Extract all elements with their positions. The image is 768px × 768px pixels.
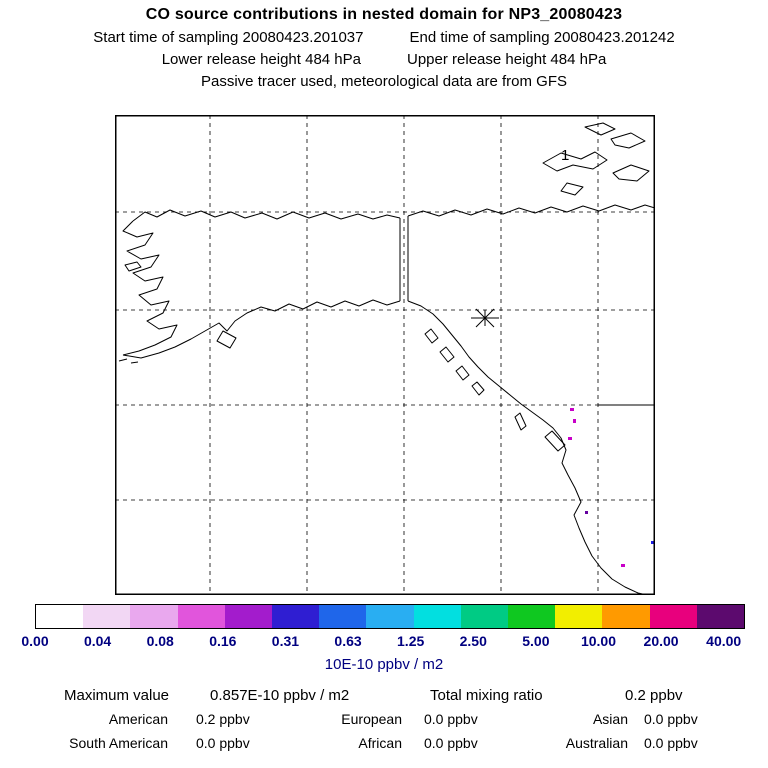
south-alaska-coast	[122, 299, 401, 359]
map-border	[115, 115, 655, 595]
concentration-pixel	[621, 564, 625, 567]
region-label: South American	[69, 735, 168, 751]
colorbar	[35, 604, 745, 629]
region-value: 0.0 ppbv	[424, 711, 478, 727]
haida-gwaii-island	[514, 412, 527, 431]
colorbar-segment	[508, 605, 556, 628]
concentration-pixel	[568, 437, 572, 440]
kodiak-island	[216, 330, 237, 349]
colorbar-segment	[366, 605, 414, 628]
region-label: Australian	[565, 735, 628, 751]
colorbar-segment	[83, 605, 131, 628]
coastline	[118, 122, 655, 595]
region-stats-row: South American 0.0 ppbv African 0.0 ppbv Aus…	[0, 735, 768, 751]
vancouver-island	[544, 430, 566, 452]
colorbar-segment	[130, 605, 178, 628]
colorbar-tick-label: 0.00	[21, 633, 49, 649]
concentration-pixel	[651, 541, 655, 544]
st-lawrence-island	[124, 261, 142, 272]
lower-release-text: Lower release height 484 hPa	[161, 51, 361, 68]
colorbar-tick-label: 0.31	[271, 633, 300, 649]
region-value: 0.0 ppbv	[644, 711, 698, 727]
max-value: 0.857E-10 ppbv / m2	[210, 687, 350, 704]
west-alaska-coast	[122, 220, 178, 356]
concentration-pixel	[585, 511, 588, 514]
start-time-text: Start time of sampling 20080423.201037	[93, 29, 364, 46]
graticule-gridlines	[115, 115, 655, 595]
colorbar-tick-label: 10.00	[580, 633, 616, 649]
colorbar-segment	[555, 605, 603, 628]
summary-stats-row: Maximum value 0.857E-10 ppbv / m2 Total …	[0, 687, 768, 704]
region-label: American	[108, 711, 168, 727]
colorbar-segment	[319, 605, 367, 628]
region-stats: American 0.2 ppbv European 0.0 ppbv Asian 0.0…	[0, 711, 768, 759]
region-value: 0.0 ppbv	[424, 735, 478, 751]
concentration-pixel	[573, 419, 576, 423]
concentration-pixel	[570, 408, 574, 411]
concentration-pixels	[568, 408, 655, 567]
colorbar-tick-label: 1.25	[397, 633, 425, 649]
release-heights-line: Lower release height 484 hPa Upper relea…	[0, 51, 768, 68]
nested-domain-border	[399, 216, 409, 301]
region-label: Asian	[592, 711, 628, 727]
upper-release-text: Upper release height 484 hPa	[407, 51, 607, 68]
pacific-coast	[407, 300, 648, 595]
region-value: 0.2 ppbv	[196, 711, 250, 727]
max-value-label: Maximum value	[64, 687, 170, 704]
mixing-ratio-label: Total mixing ratio	[430, 687, 543, 704]
colorbar-tick-label: 0.08	[146, 633, 174, 649]
star-marker	[471, 308, 499, 328]
colorbar-segment	[460, 605, 509, 628]
map-svg: 1	[115, 115, 655, 595]
mixing-ratio-value: 0.2 ppbv	[625, 687, 683, 704]
colorbar-tick-label: 0.04	[83, 633, 112, 649]
region-stats-row: American 0.2 ppbv European 0.0 ppbv Asian 0.0…	[0, 711, 768, 727]
colorbar-segment	[649, 605, 697, 628]
tracer-info-line: Passive tracer used, meteorological data…	[201, 73, 567, 90]
colorbar-tick-label: 40.00	[706, 633, 742, 649]
colorbar-tick-label: 20.00	[643, 633, 679, 649]
colorbar-tick-label: 2.50	[459, 633, 487, 649]
colorbar-segment	[36, 605, 84, 628]
colorbar-segment	[177, 605, 225, 628]
domain-number-label: 1	[561, 147, 569, 164]
colorbar-ticks: 0.00 0.04 0.08 0.16 0.31 0.63 1.25 2.50 5.00 10.0…	[21, 633, 745, 650]
region-label: African	[358, 735, 402, 751]
arctic-islands	[542, 122, 650, 196]
colorbar-tick-label: 0.16	[209, 633, 237, 649]
colorbar-units: 10E-10 ppbv / m2	[324, 656, 444, 673]
north-coast-west	[132, 209, 401, 222]
colorbar-segment	[272, 605, 320, 628]
colorbar-segment	[413, 605, 461, 628]
colorbar-segment	[696, 605, 745, 628]
aleutian-islands	[118, 358, 139, 364]
region-value: 0.0 ppbv	[196, 735, 250, 751]
colorbar-tick-label: 5.00	[522, 633, 550, 649]
sampling-times-line: Start time of sampling 20080423.201037 E…	[0, 29, 768, 46]
region-value: 0.0 ppbv	[644, 735, 698, 751]
north-coast-east	[407, 204, 655, 217]
end-time-text: End time of sampling 20080423.201242	[409, 29, 675, 46]
colorbar-segment	[602, 605, 650, 628]
region-label: European	[341, 711, 402, 727]
colorbar-tick-label: 0.63	[334, 633, 362, 649]
map-panel: 1	[115, 115, 655, 595]
panhandle-islands	[424, 328, 485, 396]
colorbar-segment	[224, 605, 273, 628]
plot-header: CO source contributions in nested domain…	[0, 6, 768, 90]
plot-title: CO source contributions in nested domain…	[145, 6, 623, 23]
